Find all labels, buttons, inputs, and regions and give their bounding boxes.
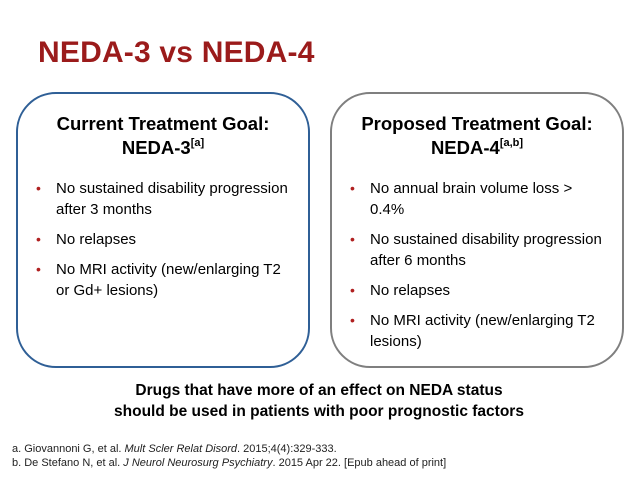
proposed-goal-heading: Proposed Treatment Goal: NEDA-4[a,b]	[332, 112, 622, 160]
bullet-icon: •	[350, 231, 355, 247]
list-item: • No relapses	[348, 280, 610, 301]
reference-a-journal: Mult Scler Relat Disord	[124, 443, 237, 455]
proposed-goal-heading-sup: [a,b]	[499, 137, 524, 149]
takeaway-line1: Drugs that have more of an effect on NED…	[135, 382, 503, 399]
list-item-text: No relapses	[56, 231, 137, 248]
list-item: • No annual brain volume loss > 0.4%	[348, 178, 610, 220]
bullet-icon: •	[36, 180, 41, 196]
current-goal-heading-sup: [a]	[190, 137, 205, 149]
proposed-goal-heading-line1: Proposed Treatment Goal:	[361, 113, 593, 134]
reference-b: b. De Stefano N, et al. J Neurol Neurosu…	[12, 456, 446, 470]
reference-a-authors: a. Giovannoni G, et al.	[12, 443, 125, 455]
reference-b-journal: J Neurol Neurosurg Psychiatry	[123, 457, 273, 469]
bullet-icon: •	[36, 261, 41, 277]
proposed-goal-bullet-list: • No annual brain volume loss > 0.4% • No …	[348, 178, 610, 361]
list-item: • No MRI activity (new/enlarging T2 lesio…	[348, 310, 610, 352]
list-item: • No sustained disability progression aft…	[34, 178, 296, 220]
bullet-icon: •	[350, 282, 355, 298]
proposed-goal-heading-line2: NEDA-4	[430, 137, 500, 158]
list-item-text: No sustained disability progression afte…	[370, 231, 602, 269]
list-item-text: No MRI activity (new/enlarging T2 or Gd+…	[56, 261, 281, 299]
current-goal-bullet-list: • No sustained disability progression aft…	[34, 178, 296, 310]
reference-b-authors: b. De Stefano N, et al.	[12, 457, 124, 469]
list-item: • No MRI activity (new/enlarging T2 or Gd…	[34, 259, 296, 301]
takeaway-message: Drugs that have more of an effect on NED…	[0, 380, 638, 422]
list-item-text: No MRI activity (new/enlarging T2 lesion…	[370, 312, 595, 350]
proposed-goal-heading-line2-wrap: NEDA-4[a,b]	[332, 136, 622, 160]
references: a. Giovannoni G, et al. Mult Scler Relat…	[12, 442, 446, 470]
reference-a-details: . 2015;4(4):329-333.	[237, 443, 337, 455]
list-item-text: No relapses	[370, 282, 451, 299]
slide-title: NEDA-3 vs NEDA-4	[38, 36, 315, 69]
current-goal-heading-line2: NEDA-3	[121, 137, 191, 158]
reference-b-details: . 2015 Apr 22. [Epub ahead of print]	[272, 457, 447, 469]
proposed-goal-box: Proposed Treatment Goal: NEDA-4[a,b] • No…	[330, 92, 624, 368]
reference-a: a. Giovannoni G, et al. Mult Scler Relat…	[12, 442, 446, 456]
current-goal-heading-line2-wrap: NEDA-3[a]	[18, 136, 308, 160]
list-item-text: No sustained disability progression afte…	[56, 180, 288, 218]
bullet-icon: •	[350, 312, 355, 328]
list-item: • No relapses	[34, 229, 296, 250]
list-item: • No sustained disability progression aft…	[348, 229, 610, 271]
current-goal-heading: Current Treatment Goal: NEDA-3[a]	[18, 112, 308, 160]
takeaway-line2: should be used in patients with poor pro…	[114, 403, 524, 420]
bullet-icon: •	[350, 180, 355, 196]
current-goal-box: Current Treatment Goal: NEDA-3[a] • No su…	[16, 92, 310, 368]
current-goal-heading-line1: Current Treatment Goal:	[56, 113, 270, 134]
list-item-text: No annual brain volume loss > 0.4%	[370, 180, 573, 218]
bullet-icon: •	[36, 231, 41, 247]
